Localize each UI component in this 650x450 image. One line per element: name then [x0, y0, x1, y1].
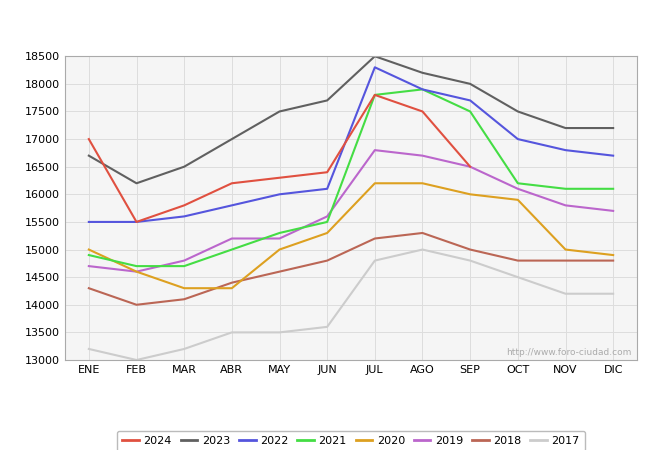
Legend: 2024, 2023, 2022, 2021, 2020, 2019, 2018, 2017: 2024, 2023, 2022, 2021, 2020, 2019, 2018… [117, 431, 585, 450]
Text: Afiliados en Dénia a 30/9/2024: Afiliados en Dénia a 30/9/2024 [198, 14, 452, 33]
Text: http://www.foro-ciudad.com: http://www.foro-ciudad.com [506, 348, 631, 357]
